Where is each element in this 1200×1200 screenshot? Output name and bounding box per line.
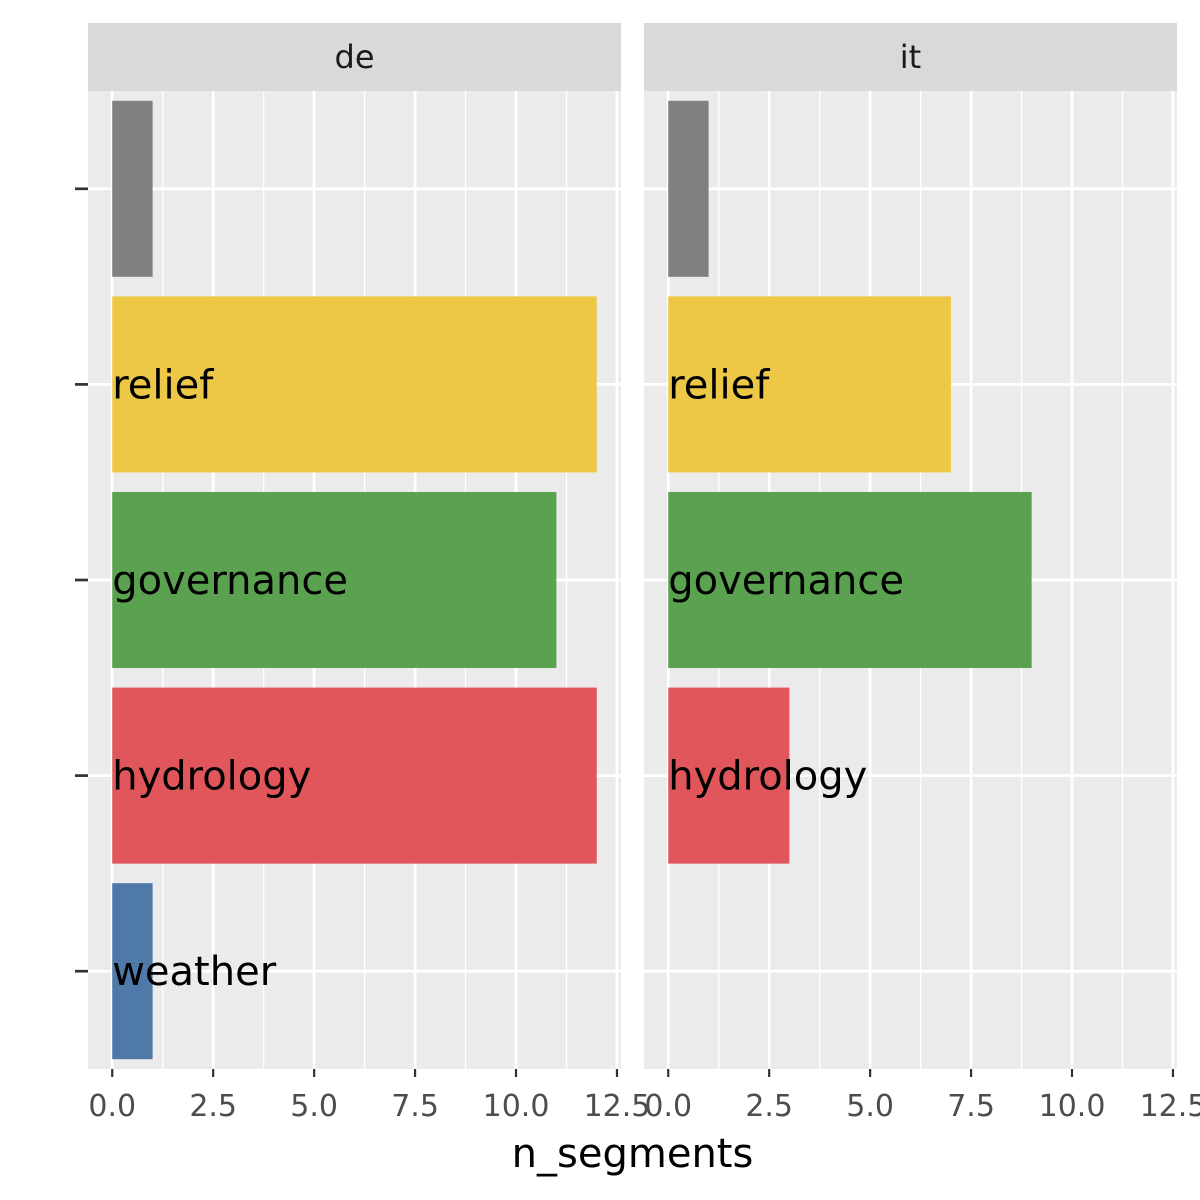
bar-label-de-governance: governance: [112, 558, 348, 604]
x-tick-label: 2.5: [745, 1089, 793, 1124]
bar-label-it-relief: relief: [668, 362, 770, 408]
x-tick-label: 5.0: [846, 1089, 894, 1124]
x-tick-label: 7.5: [391, 1089, 439, 1124]
bar-de-relief: [112, 296, 597, 473]
bar-label-de-relief: relief: [112, 362, 214, 408]
bar-it-governance: [668, 491, 1032, 669]
bar-it-hydrology: [668, 687, 790, 864]
bar-label-de-hydrology: hydrology: [112, 754, 311, 800]
x-tick-label: 10.0: [483, 1089, 550, 1124]
x-axis-title: n_segments: [512, 1131, 754, 1177]
bar-label-de-weather: weather: [112, 949, 276, 995]
bar-it-relief: [668, 296, 951, 473]
facet-strip: [644, 23, 1177, 91]
x-tick-label: 0.0: [644, 1089, 692, 1124]
x-tick-label: 7.5: [947, 1089, 995, 1124]
facet-strip-label: de: [335, 38, 375, 76]
facet-strip: [88, 23, 621, 91]
bar-label-it-hydrology: hydrology: [668, 754, 867, 800]
x-tick-label: 0.0: [88, 1089, 136, 1124]
bar-de-weather: [112, 883, 153, 1060]
bar-de-governance: [112, 491, 557, 669]
facet-strip-label: it: [900, 38, 921, 76]
bar-de-unlabeled: [112, 100, 153, 277]
bar-label-it-governance: governance: [668, 558, 904, 604]
x-tick-label: 2.5: [189, 1089, 237, 1124]
x-tick-label: 12.5: [584, 1089, 651, 1124]
x-tick-label: 5.0: [290, 1089, 338, 1124]
bar-it-unlabeled: [668, 100, 709, 277]
x-tick-label: 10.0: [1039, 1089, 1106, 1124]
bar-de-hydrology: [112, 687, 597, 864]
x-tick-label: 12.5: [1140, 1089, 1200, 1124]
